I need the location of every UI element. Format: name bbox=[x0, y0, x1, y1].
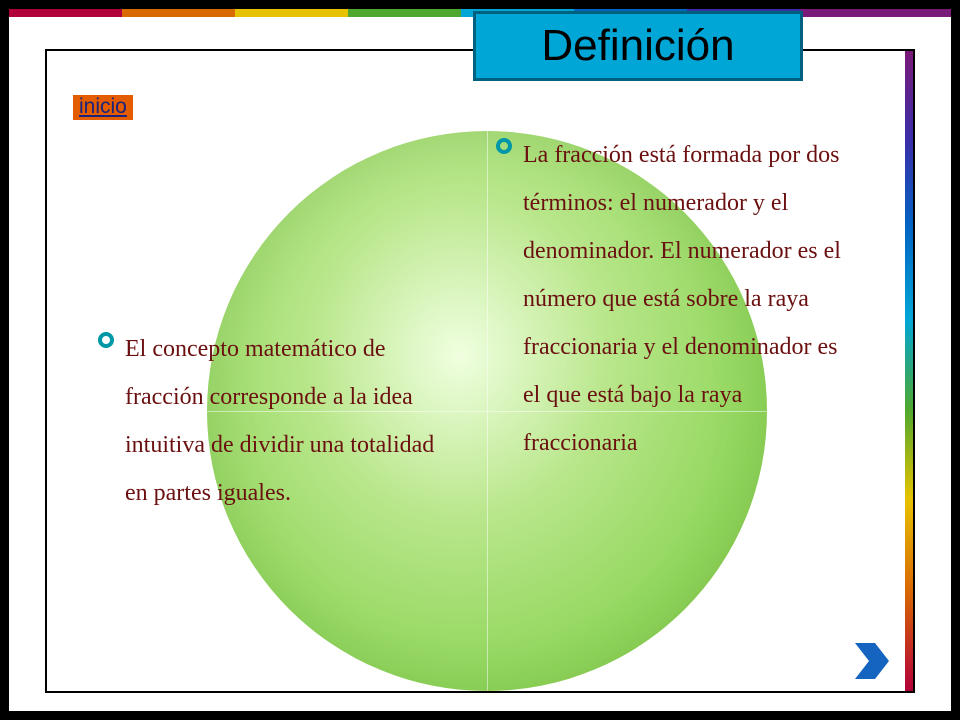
right-column: La fracción está formada por dos término… bbox=[495, 131, 853, 671]
next-arrow-button[interactable] bbox=[849, 639, 893, 683]
title-box: Definición bbox=[473, 11, 803, 81]
bullet-ring-icon bbox=[495, 137, 513, 155]
inner-frame: Definición inicio El concepto matemático… bbox=[45, 49, 915, 693]
slide-frame: Definición inicio El concepto matemático… bbox=[6, 6, 954, 714]
text-columns: El concepto matemático de fracción corre… bbox=[97, 131, 853, 671]
right-gradient-stripe bbox=[905, 51, 913, 691]
page-title: Definición bbox=[541, 21, 734, 71]
bullet-ring-icon bbox=[97, 331, 115, 349]
content-area: El concepto matemático de fracción corre… bbox=[47, 101, 903, 691]
left-column: El concepto matemático de fracción corre… bbox=[97, 131, 455, 671]
left-bullet-text: El concepto matemático de fracción corre… bbox=[125, 325, 455, 517]
bullet-item-left: El concepto matemático de fracción corre… bbox=[97, 325, 455, 517]
right-bullet-text: La fracción está formada por dos término… bbox=[523, 131, 853, 467]
bullet-item-right: La fracción está formada por dos término… bbox=[495, 131, 853, 467]
chevron-right-icon bbox=[849, 639, 893, 683]
